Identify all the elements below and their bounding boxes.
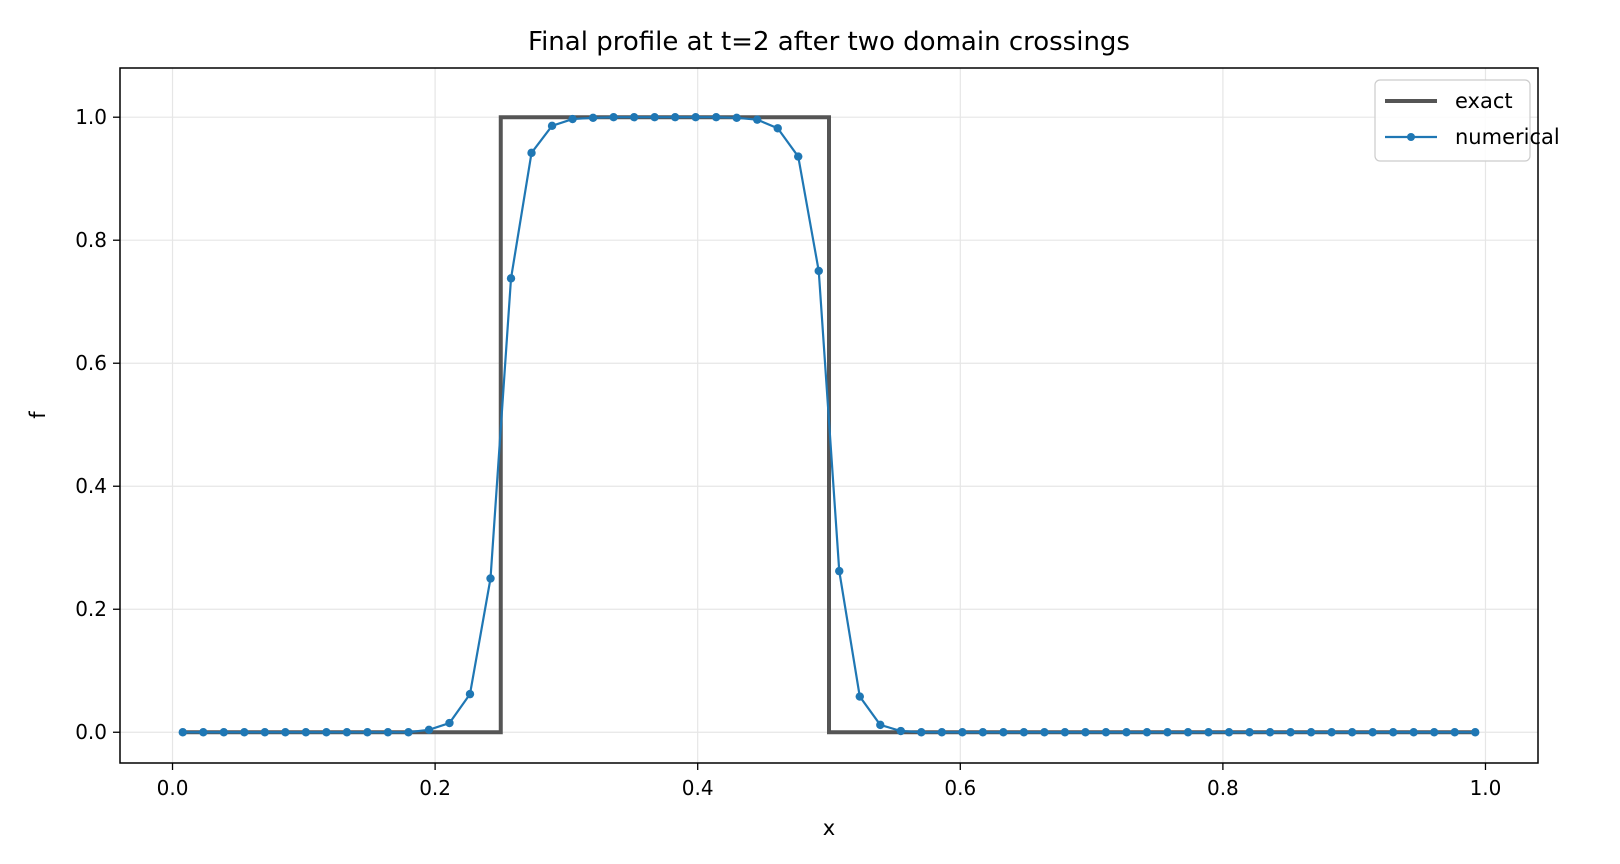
- series-line-numerical: [182, 116, 1476, 734]
- data-point-numerical: [1409, 728, 1418, 737]
- data-point-numerical: [1286, 728, 1295, 737]
- legend-label-numerical: numerical: [1455, 125, 1560, 149]
- y-tick-label: 0.2: [75, 597, 107, 621]
- data-point-numerical: [1265, 728, 1275, 737]
- data-point-numerical: [978, 728, 988, 737]
- data-point-numerical: [773, 124, 782, 133]
- data-point-numerical: [732, 113, 741, 123]
- data-point-numerical: [281, 728, 290, 737]
- data-point-numerical: [752, 115, 762, 124]
- data-point-numerical: [199, 728, 208, 737]
- data-point-numerical: [650, 113, 659, 122]
- data-point-numerical: [342, 728, 352, 737]
- axis-ticks: 0.0 0.2 0.4 0.6 0.8 1.0 0.0 0.2 0.4 0.6 0.8 1.0: [75, 105, 1501, 800]
- data-point-numerical: [1142, 728, 1152, 737]
- data-point-numerical: [958, 728, 967, 737]
- data-point-numerical: [178, 728, 187, 737]
- x-tick-label: 0.4: [682, 776, 714, 800]
- data-point-numerical: [588, 113, 598, 123]
- data-point-numerical: [486, 574, 495, 583]
- x-tick-label: 0.2: [419, 776, 451, 800]
- data-point-numerical: [1450, 728, 1459, 737]
- y-tick-label: 1.0: [75, 105, 107, 129]
- data-point-numerical: [527, 148, 536, 158]
- data-point-numerical: [814, 266, 823, 276]
- data-point-numerical: [835, 566, 844, 576]
- legend-marker-numerical: [1407, 133, 1415, 141]
- data-point-numerical: [301, 728, 311, 737]
- data-point-numerical: [1060, 728, 1070, 737]
- data-point-numerical: [1101, 728, 1111, 737]
- data-point-numerical: [917, 728, 926, 737]
- data-point-numerical: [1183, 728, 1193, 737]
- x-tick-label: 1.0: [1470, 776, 1502, 800]
- data-point-numerical: [1163, 728, 1172, 737]
- y-tick-label: 0.6: [75, 351, 107, 375]
- data-point-numerical: [1327, 728, 1336, 737]
- legend-label-exact: exact: [1455, 89, 1513, 113]
- data-point-numerical: [322, 728, 331, 737]
- data-point-numerical: [1471, 728, 1480, 737]
- data-point-numerical: [937, 728, 947, 737]
- y-tick-label: 0.8: [75, 228, 107, 252]
- axes-frame: [119, 67, 1539, 764]
- data-point-numerical: [1306, 728, 1316, 737]
- data-point-numerical: [465, 689, 475, 699]
- data-point-numerical: [1040, 728, 1049, 737]
- data-point-numerical: [1388, 728, 1398, 737]
- data-point-numerical: [691, 113, 700, 122]
- data-point-numerical: [1019, 728, 1029, 737]
- y-tick-label: 0.0: [75, 720, 107, 744]
- x-axis-label: x: [823, 816, 835, 840]
- data-point-numerical: [424, 725, 434, 734]
- data-point-numerical: [506, 274, 516, 283]
- data-point-numerical: [383, 728, 393, 737]
- data-point-numerical: [609, 113, 618, 122]
- data-point-numerical: [711, 113, 721, 122]
- data-point-numerical: [876, 720, 885, 730]
- data-point-numerical: [1245, 728, 1254, 737]
- data-point-numerical: [404, 728, 413, 737]
- data-point-numerical: [629, 113, 639, 122]
- plot-area: [178, 113, 1480, 737]
- data-point-numerical: [219, 728, 229, 737]
- data-point-numerical: [568, 114, 577, 124]
- data-point-numerical: [896, 726, 906, 736]
- data-point-numerical: [670, 113, 680, 122]
- data-point-numerical: [547, 121, 557, 131]
- data-point-numerical: [794, 152, 803, 161]
- x-tick-label: 0.6: [944, 776, 976, 800]
- data-point-numerical: [1368, 728, 1377, 737]
- x-tick-label: 0.8: [1207, 776, 1239, 800]
- x-tick-label: 0.0: [157, 776, 189, 800]
- data-point-numerical: [999, 728, 1008, 737]
- data-point-numerical: [855, 692, 864, 701]
- y-axis-label: f: [26, 411, 50, 419]
- chart-title: Final profile at t=2 after two domain cr…: [528, 27, 1130, 57]
- data-point-numerical: [1224, 728, 1234, 737]
- data-point-numerical: [1347, 728, 1357, 737]
- y-tick-label: 0.4: [75, 474, 107, 498]
- data-point-numerical: [363, 728, 372, 737]
- data-point-numerical: [1081, 728, 1090, 737]
- data-point-numerical: [240, 728, 249, 737]
- data-point-numerical: [260, 728, 270, 737]
- data-point-numerical: [445, 718, 454, 728]
- data-point-numerical: [1429, 728, 1439, 737]
- data-point-numerical: [1122, 728, 1131, 737]
- legend: exact numerical: [1374, 79, 1560, 162]
- data-point-numerical: [1204, 728, 1213, 737]
